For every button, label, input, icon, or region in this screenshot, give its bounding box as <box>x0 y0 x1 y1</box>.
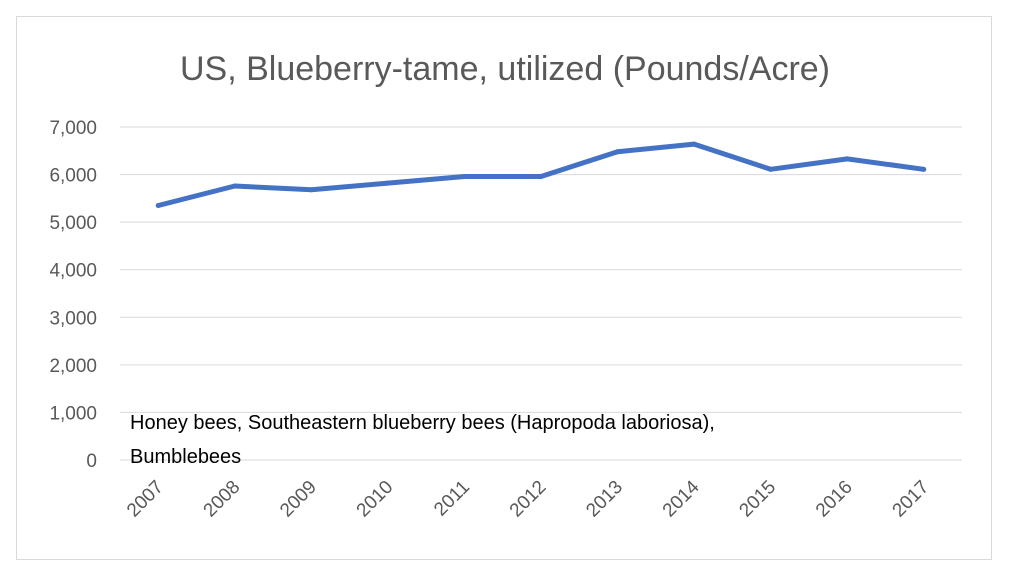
chart-title: US, Blueberry-tame, utilized (Pounds/Acr… <box>180 50 830 88</box>
data-point <box>691 141 697 147</box>
y-tick-label: 0 <box>86 451 97 472</box>
annotation-line-1: Honey bees, Southeastern blueberry bees … <box>130 412 715 434</box>
data-point <box>308 187 314 193</box>
y-tick-label: 7,000 <box>49 118 97 139</box>
x-tick-label: 2017 <box>889 477 934 522</box>
data-point <box>461 173 467 179</box>
y-axis-ticks: 0 1,000 2,000 3,000 4,000 5,000 6,000 7,000 <box>49 118 97 472</box>
data-point <box>921 166 927 172</box>
x-tick-label: 2012 <box>506 477 551 522</box>
data-point <box>538 173 544 179</box>
x-tick-label: 2011 <box>430 477 474 521</box>
annotation-line-2: Bumblebees <box>130 446 241 468</box>
y-tick-label: 1,000 <box>49 403 97 424</box>
series-layer <box>155 141 927 208</box>
x-tick-label: 2009 <box>276 477 321 522</box>
data-point <box>768 166 774 172</box>
x-tick-label: 2010 <box>353 477 398 522</box>
y-tick-label: 2,000 <box>49 356 97 377</box>
x-tick-label: 2014 <box>659 476 704 521</box>
gridlines <box>120 126 962 461</box>
x-tick-label: 2015 <box>735 477 780 522</box>
x-tick-label: 2013 <box>582 477 627 522</box>
data-point <box>385 180 391 186</box>
x-tick-label: 2008 <box>200 477 245 522</box>
chart-frame <box>16 16 992 560</box>
x-tick-label: 2007 <box>123 477 168 522</box>
x-axis-ticks: 2007 2008 2009 2010 2011 2012 2013 2014 2015 2016… <box>123 476 933 521</box>
y-tick-label: 6,000 <box>49 166 97 187</box>
y-tick-label: 4,000 <box>49 261 97 282</box>
data-point <box>844 156 850 162</box>
y-tick-label: 5,000 <box>49 213 97 234</box>
data-point <box>155 202 161 208</box>
data-point <box>232 183 238 189</box>
y-tick-label: 3,000 <box>49 308 97 329</box>
x-tick-label: 2016 <box>812 477 857 522</box>
data-point <box>615 149 621 155</box>
annotation: Honey bees, Southeastern blueberry bees … <box>130 412 715 468</box>
